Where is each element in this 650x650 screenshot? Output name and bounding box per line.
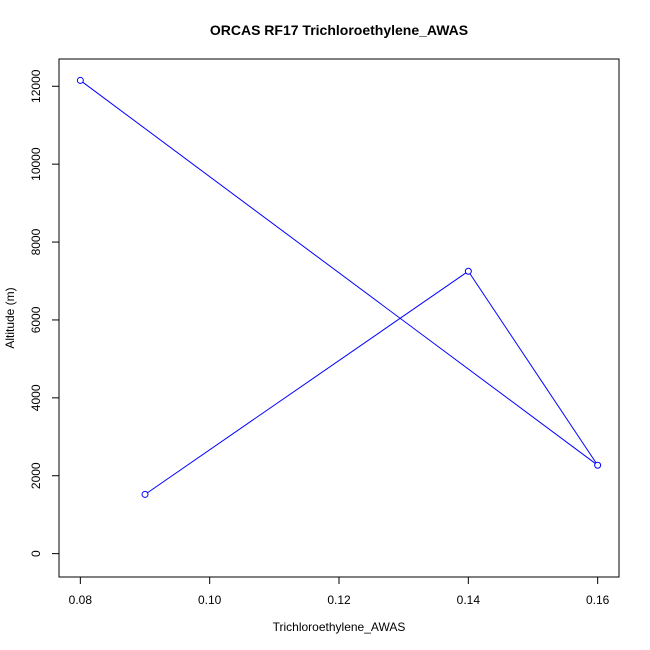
- y-tick-label: 0: [29, 550, 43, 557]
- x-tick-label: 0.14: [457, 593, 481, 607]
- data-point: [465, 268, 471, 274]
- series-line-segment: [470, 274, 596, 463]
- data-point: [142, 491, 148, 497]
- x-axis-label: Trichloroethylene_AWAS: [273, 620, 406, 634]
- y-tick-label: 6000: [29, 306, 43, 333]
- x-tick-label: 0.10: [198, 593, 222, 607]
- x-tick-label: 0.16: [586, 593, 610, 607]
- series-line-segment: [147, 273, 465, 493]
- chart-title: ORCAS RF17 Trichloroethylene_AWAS: [210, 22, 468, 38]
- x-tick-label: 0.08: [69, 593, 93, 607]
- y-axis-label: Altitude (m): [3, 287, 17, 348]
- y-axis: 0 2000 4000 6000 8000 10000 12000: [29, 69, 59, 557]
- plot-frame: [59, 59, 619, 577]
- x-tick-label: 0.12: [327, 593, 351, 607]
- y-tick-label: 4000: [29, 384, 43, 411]
- y-tick-label: 2000: [29, 462, 43, 489]
- y-tick-label: 8000: [29, 228, 43, 255]
- x-axis: 0.08 0.10 0.12 0.14 0.16: [69, 577, 610, 607]
- y-tick-label: 10000: [29, 147, 43, 181]
- y-tick-label: 12000: [29, 69, 43, 103]
- series-line-segment: [83, 82, 596, 463]
- data-point: [77, 77, 83, 83]
- series-layer: [77, 77, 600, 497]
- data-point: [595, 462, 601, 468]
